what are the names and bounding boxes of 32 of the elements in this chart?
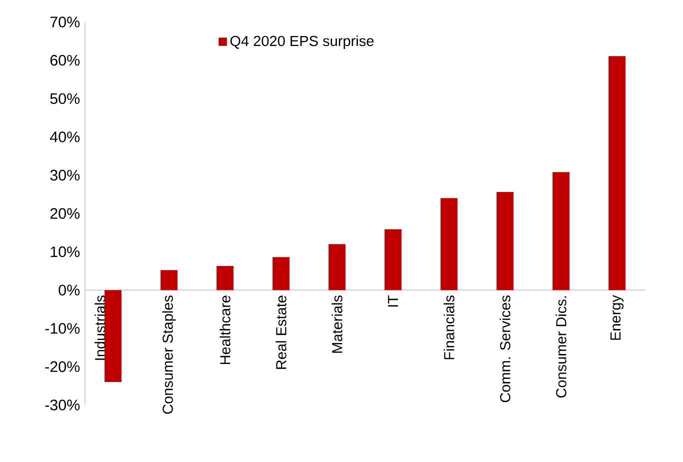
bar <box>384 229 402 290</box>
bar <box>440 198 458 290</box>
x-tick-label: Healthcare <box>220 296 230 364</box>
bar <box>608 56 626 290</box>
y-tick-label: -30% <box>45 400 80 410</box>
y-tick-label: 40% <box>50 132 80 142</box>
bar <box>216 266 234 290</box>
bar <box>496 192 514 290</box>
y-tick-label: 70% <box>50 16 80 28</box>
y-tick-label: 60% <box>50 54 80 66</box>
bar <box>160 270 178 290</box>
y-tick-label: -10% <box>45 323 80 334</box>
x-tick-label: Consumer Staples <box>162 296 176 414</box>
bar <box>328 244 346 290</box>
bar <box>552 172 570 290</box>
y-tick-label: -20% <box>45 361 80 372</box>
x-tick-label: Comm. Services <box>500 296 510 402</box>
x-tick-label: Energy <box>610 295 624 340</box>
bar <box>104 290 122 382</box>
x-tick-label: Real Estate <box>276 296 286 369</box>
y-tick-label: 0% <box>58 284 80 296</box>
x-tick-label: Financials <box>444 296 454 360</box>
bar <box>272 257 290 290</box>
y-tick-label: 20% <box>50 208 80 219</box>
x-tick-label: Industrials <box>94 296 106 360</box>
x-tick-label: IT <box>388 295 398 307</box>
y-tick-label: 30% <box>50 170 80 181</box>
y-tick-label: 10% <box>50 246 80 258</box>
y-tick-label: 50% <box>50 93 80 104</box>
x-tick-label: Materials <box>332 296 342 353</box>
legend-label: Q4 2020 EPS surprise <box>230 35 374 49</box>
x-tick-label: Consumer Dics. <box>556 296 566 398</box>
